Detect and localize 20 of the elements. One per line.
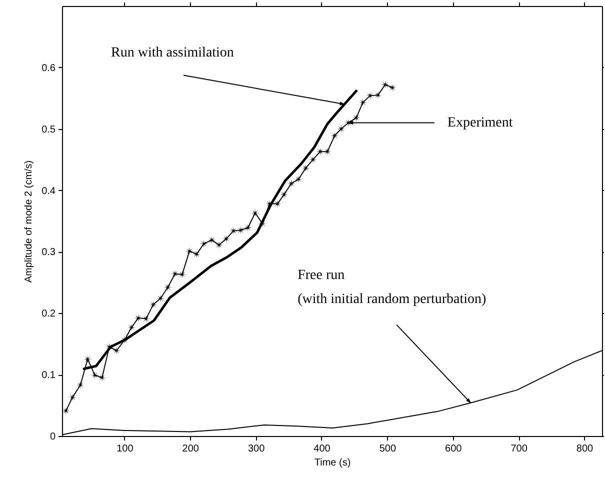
x-tick-label: 500 <box>379 444 396 454</box>
y-tick-label: 0.3 <box>42 247 56 258</box>
y-tick-label: 0.4 <box>42 186 56 197</box>
x-tick-label: 800 <box>576 444 594 454</box>
y-tick-label: 0.5 <box>42 124 56 136</box>
x-tick-label: 200 <box>182 444 200 454</box>
y-tick-label: 0.2 <box>42 308 56 320</box>
annotation: Experiment <box>447 116 513 131</box>
y-tick-label: 0.1 <box>42 370 56 382</box>
y-tick-label: 0 <box>50 432 56 442</box>
annotation: Free run (with initial random perturbation) <box>298 268 487 307</box>
annotation: Run with assimilation <box>111 45 234 60</box>
x-tick-label: 400 <box>314 444 331 454</box>
x-tick-label: 600 <box>445 444 462 454</box>
x-tick-label: 100 <box>116 444 134 454</box>
x-axis-title: Time (s) <box>314 458 351 468</box>
y-axis-title: Amplitude of mode 2 (cm/s) <box>24 160 35 283</box>
x-tick-label: 300 <box>248 444 266 454</box>
x-tick-label: 700 <box>510 444 528 454</box>
y-tick-label: 0.6 <box>42 62 56 74</box>
